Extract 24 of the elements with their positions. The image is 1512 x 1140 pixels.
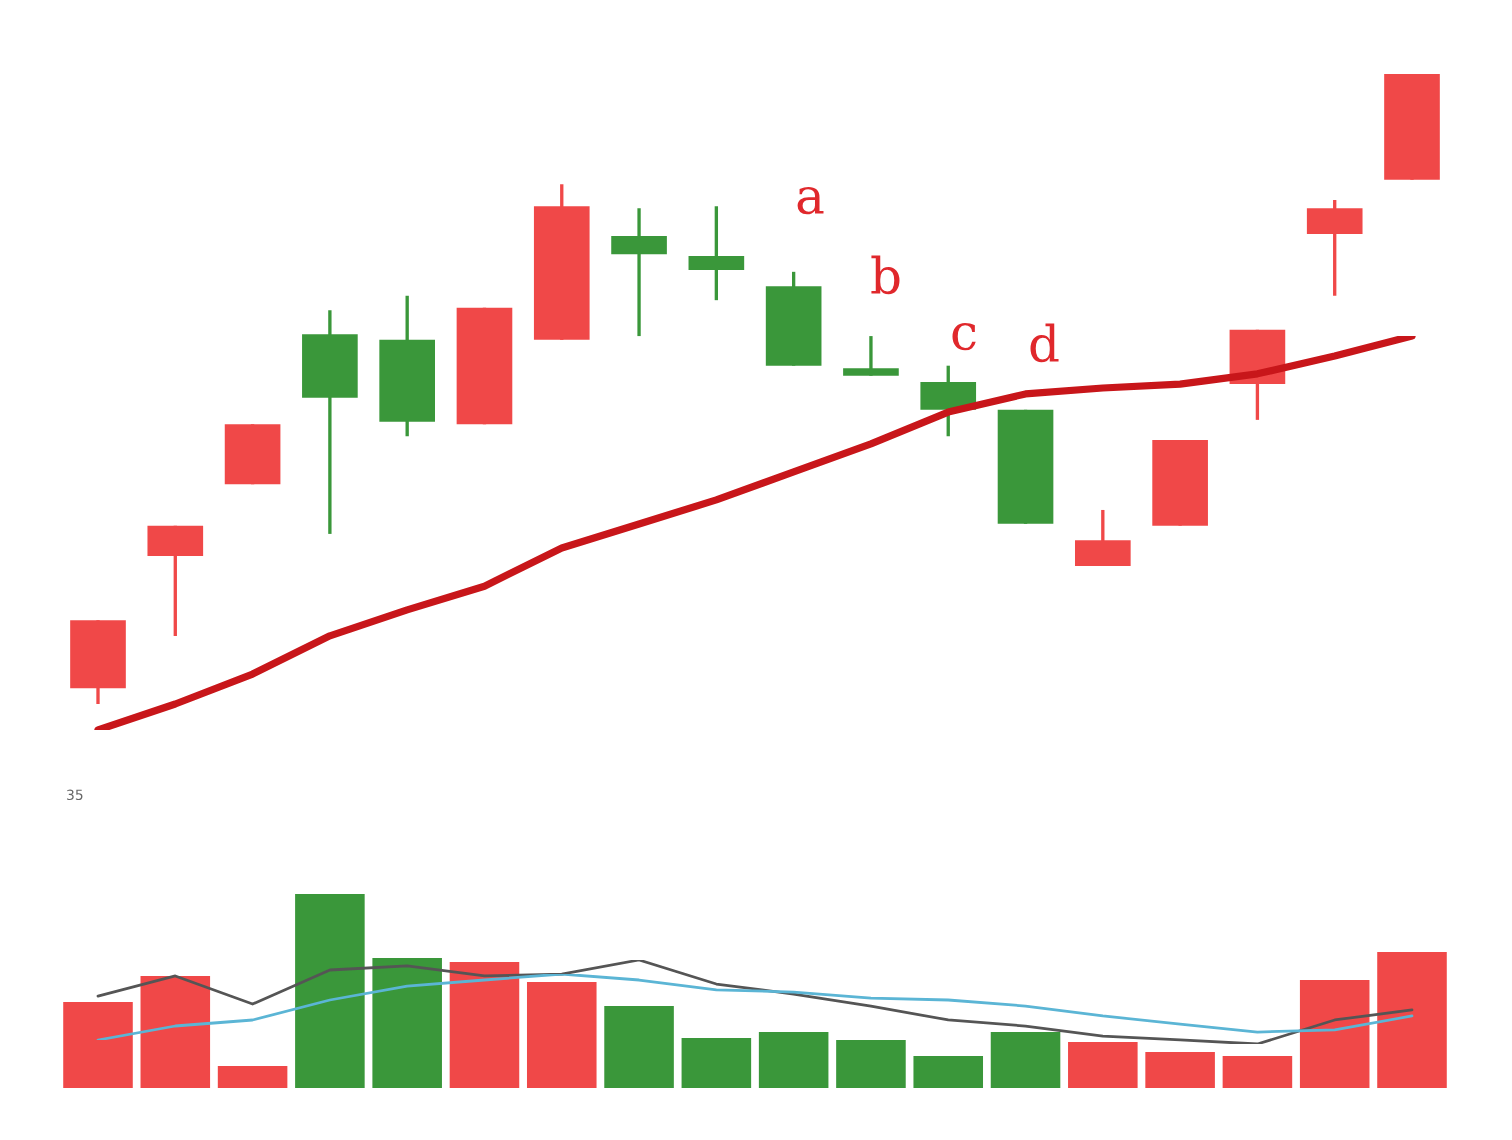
bar xyxy=(372,958,442,1088)
annotation: b xyxy=(871,255,900,295)
bar xyxy=(1222,1055,1293,1088)
bar xyxy=(681,1037,752,1088)
bar xyxy=(140,976,211,1088)
bar xyxy=(295,894,365,1088)
bar xyxy=(1299,979,1370,1088)
candlestick xyxy=(688,204,745,302)
bar xyxy=(604,1005,674,1088)
bar xyxy=(836,1040,906,1088)
bar xyxy=(526,982,597,1088)
bar xyxy=(1377,952,1447,1088)
bar xyxy=(63,1002,133,1088)
bar xyxy=(990,1031,1061,1088)
bar xyxy=(758,1031,829,1088)
annotation: a xyxy=(797,186,824,215)
bar xyxy=(913,1055,984,1088)
bar xyxy=(217,1066,288,1088)
bar xyxy=(1145,1051,1215,1088)
bar xyxy=(449,962,520,1088)
candlestick xyxy=(611,206,667,338)
bar xyxy=(1068,1042,1138,1088)
annotation: c xyxy=(952,322,976,351)
annotation: d xyxy=(1030,323,1059,363)
